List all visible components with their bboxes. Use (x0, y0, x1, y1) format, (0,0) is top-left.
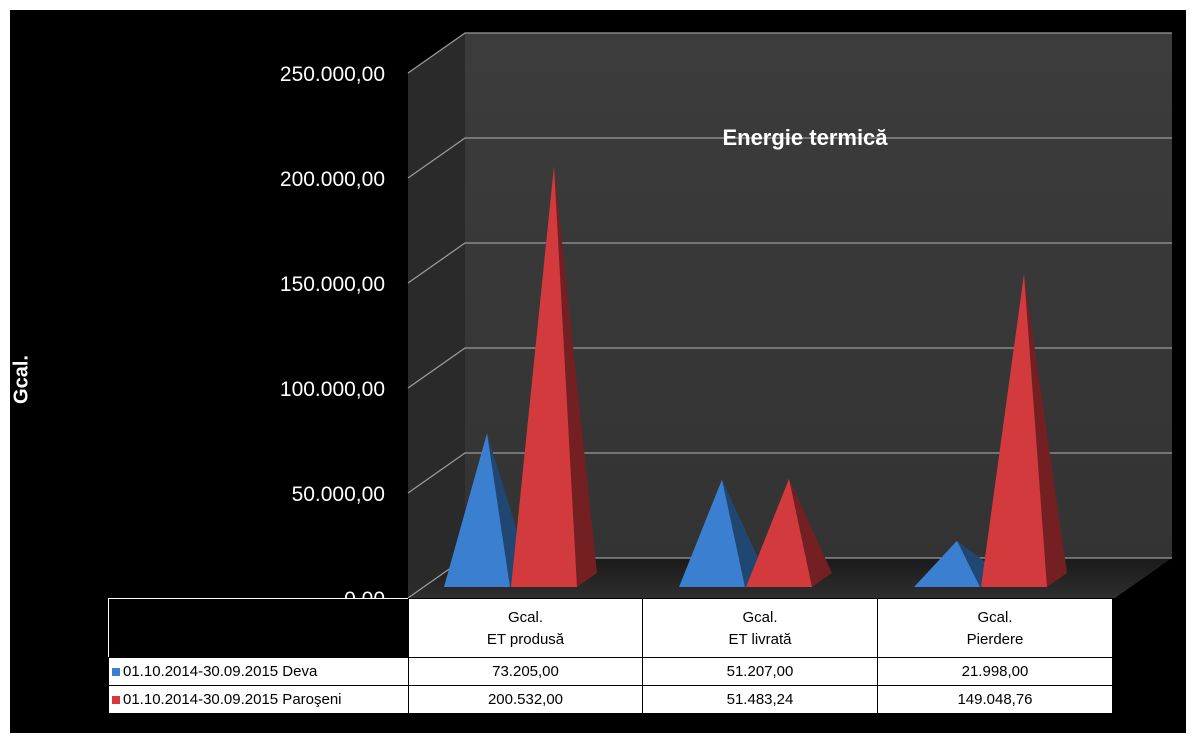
category-label: ET livrată (728, 631, 792, 648)
pyramid-front-face (679, 479, 745, 587)
table-cell: 73.205,00 (408, 657, 643, 686)
series-name: 01.10.2014-30.09.2015 Paroşeni (123, 691, 342, 708)
pyramid-bar (679, 479, 765, 587)
pyramid-bar (981, 273, 1067, 587)
table-row-deva: 01.10.2014-30.09.2015 Deva 73.205,00 51.… (108, 657, 1113, 686)
category-label: Pierdere (966, 631, 1024, 648)
table-cell: 21.998,00 (877, 657, 1113, 686)
back-wall (465, 33, 1172, 558)
pyramid-side-face (722, 479, 765, 587)
category-header: Gcal. ET produsă (408, 598, 643, 658)
table-row-paroseni: 01.10.2014-30.09.2015 Paroşeni 200.532,0… (108, 685, 1113, 714)
chart-title: Energie termică (722, 125, 888, 150)
pyramid-bar (511, 165, 597, 587)
pyramid-front-face (914, 540, 980, 587)
legend-entry-paroseni: 01.10.2014-30.09.2015 Paroşeni (108, 685, 409, 714)
pyramid-side-face (1024, 273, 1067, 587)
pyramid-side-face (554, 165, 597, 587)
pyramid-front-face (981, 273, 1047, 587)
series-name: 01.10.2014-30.09.2015 Deva (123, 663, 318, 680)
pyramid-side-face (789, 478, 832, 587)
category-header: Gcal. ET livrată (642, 598, 878, 658)
gridline (407, 32, 1172, 74)
pyramid-front-face (746, 478, 812, 587)
legend-entry-deva: 01.10.2014-30.09.2015 Deva (108, 657, 409, 686)
data-table: Gcal. ET produsă Gcal. ET livrată Gcal. … (108, 598, 1113, 714)
gridline (407, 452, 1172, 494)
category-unit: Gcal. (977, 609, 1013, 626)
table-header-row: Gcal. ET produsă Gcal. ET livrată Gcal. … (108, 598, 1113, 658)
y-tick-label: 150.000,00 (279, 273, 385, 296)
category-label: ET produsă (486, 631, 565, 648)
gridline (407, 137, 1172, 179)
side-wall (408, 33, 465, 598)
pyramid-front-face (511, 165, 577, 587)
pyramid-bar (746, 478, 832, 587)
legend-key-blue (112, 668, 120, 677)
y-axis-label: Gcal. (10, 355, 33, 404)
y-tick-label: 50.000,00 (291, 483, 385, 506)
category-unit: Gcal. (507, 609, 543, 626)
y-tick-label: 250.000,00 (279, 63, 385, 86)
gridline (407, 242, 1172, 284)
y-tick-label: 100.000,00 (279, 378, 385, 401)
category-header: Gcal. Pierdere (877, 598, 1113, 658)
gridline (407, 347, 1172, 389)
table-cell: 51.483,24 (642, 685, 878, 714)
table-cell: 200.532,00 (408, 685, 643, 714)
table-cell: 51.207,00 (642, 657, 878, 686)
legend-key-red (112, 696, 120, 705)
y-tick-label: 200.000,00 (279, 168, 385, 191)
category-unit: Gcal. (742, 609, 778, 626)
table-cell: 149.048,76 (877, 685, 1113, 714)
table-corner (108, 598, 409, 658)
pyramid-front-face (444, 433, 510, 587)
